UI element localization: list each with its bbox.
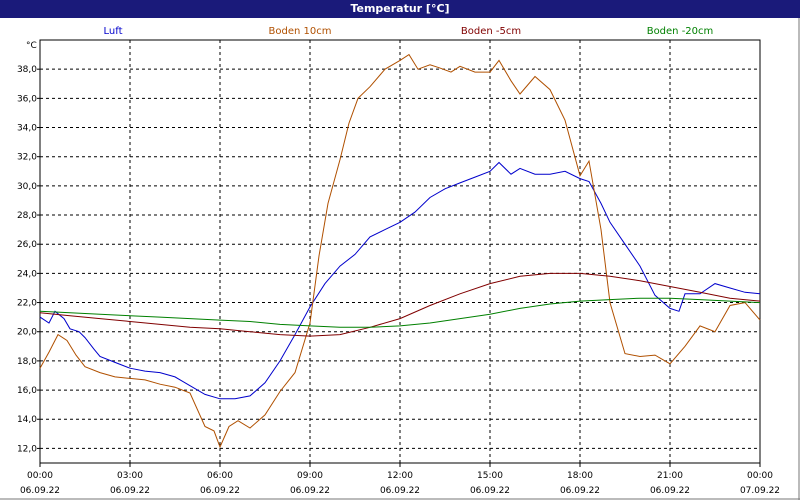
x-tick-time-label: 12:00 [387,471,413,481]
x-tick-time-label: 03:00 [117,471,143,481]
x-tick-date-label: 06.09.22 [290,486,330,496]
x-tick-date-label: 06.09.22 [560,486,600,496]
x-tick-time-label: 21:00 [657,471,683,481]
legend-entry: Luft [104,26,123,37]
legend-entry: Boden -5cm [461,26,521,37]
y-tick-label: 36,0 [17,94,37,104]
y-tick-label: 20,0 [17,328,37,338]
series-line-3 [39,272,761,337]
x-tick-time-label: 00:00 [747,471,773,481]
x-tick-date-label: 06.09.22 [110,486,150,496]
x-tick-time-label: 06:00 [207,471,233,481]
y-tick-label: 18,0 [17,357,37,367]
y-tick-label: 30,0 [17,182,37,192]
y-tick-label: 26,0 [17,240,37,250]
y-tick-label: 12,0 [17,444,37,454]
y-tick-label: 14,0 [17,415,37,425]
x-tick-date-label: 07.09.22 [740,486,780,496]
legend-entry: Boden 10cm [269,26,332,37]
chart-title: Temperatur [°C] [0,0,800,18]
legend-entry: Boden -20cm [647,26,714,37]
x-tick-time-label: 00:00 [27,471,53,481]
series-line-1 [39,161,761,400]
y-tick-label: 28,0 [17,211,37,221]
series-line-2 [39,53,761,449]
legend: Luft Boden 10cm Boden -5cm Boden -20cm [104,26,714,37]
x-axis: 00:00 06.09.22 03:00 06.09.22 06:00 06.09.22 0… [20,463,780,496]
x-tick-time-label: 09:00 [297,471,323,481]
x-tick-time-label: 18:00 [567,471,593,481]
x-tick-date-label: 06.09.22 [380,486,420,496]
y-tick-label: 22,0 [17,299,37,309]
y-tick-label: 32,0 [17,153,37,163]
x-tick-date-label: 06.09.22 [650,486,690,496]
y-tick-label: 38,0 [17,65,37,75]
x-tick-time-label: 15:00 [477,471,503,481]
x-tick-date-label: 06.09.22 [200,486,240,496]
y-tick-label: 16,0 [17,386,37,396]
y-axis: °C 12,0 14,0 16,0 18,0 20,0 22,0 24,0 26,0 28,0 3… [17,41,40,454]
series-line-4 [39,297,761,328]
y-tick-label: 24,0 [17,269,37,279]
grid [40,40,760,463]
y-axis-unit: °C [26,41,37,51]
y-tick-label: 34,0 [17,124,37,134]
x-tick-date-label: 06.09.22 [470,486,510,496]
series-layer [39,53,761,449]
x-tick-date-label: 06.09.22 [20,486,60,496]
